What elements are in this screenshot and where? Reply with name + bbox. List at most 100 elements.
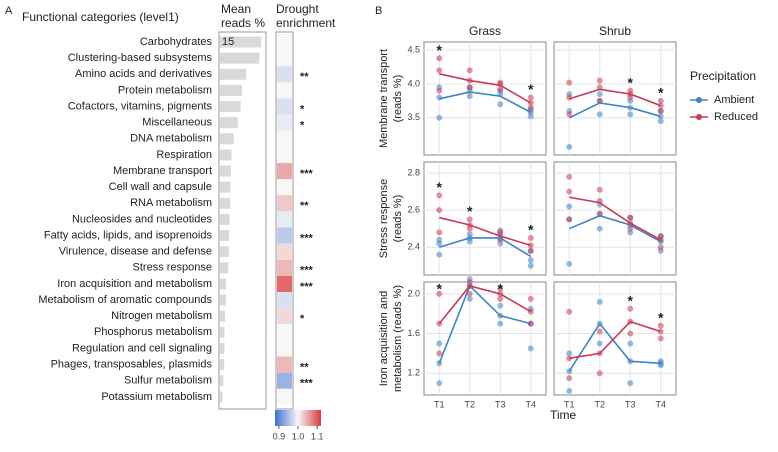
replicate-point xyxy=(596,370,603,377)
bar xyxy=(220,342,225,354)
category-label: Virulence, disease and defense xyxy=(59,246,212,258)
heat-cell xyxy=(277,179,292,196)
facet-title: Grass xyxy=(469,24,501,38)
mean-line xyxy=(439,237,532,258)
facet-panel xyxy=(553,161,677,276)
x-tick-label: T2 xyxy=(464,399,475,409)
legend-title: Precipitation xyxy=(690,69,756,83)
category-label: Miscellaneous xyxy=(142,117,212,129)
category-label: Respiration xyxy=(156,149,212,161)
heat-cell xyxy=(277,211,292,228)
replicate-point xyxy=(657,322,664,329)
significance: ** xyxy=(300,71,309,83)
panel-letter: A xyxy=(5,5,13,17)
heat-cell xyxy=(277,50,292,67)
y-tick-label: 1.6 xyxy=(407,328,420,338)
bar-value-label: 15 xyxy=(222,36,234,48)
category-label: Amino acids and derivatives xyxy=(75,68,212,80)
facet-panel xyxy=(423,281,547,396)
replicate-point xyxy=(566,111,573,118)
significance: *** xyxy=(300,265,314,277)
significance: *** xyxy=(300,378,314,390)
replicate-point xyxy=(497,302,504,309)
category-label: Phages, transposables, plasmids xyxy=(51,359,213,371)
bar xyxy=(220,310,225,322)
replicate-point xyxy=(497,295,504,302)
replicate-point xyxy=(566,203,573,210)
bar xyxy=(220,197,231,209)
significance: * xyxy=(467,203,473,219)
colorbar xyxy=(275,410,321,426)
heat-cell xyxy=(277,82,292,99)
replicate-point xyxy=(436,55,443,62)
legend-label: Ambient xyxy=(714,94,754,106)
category-label: Sulfur metabolism xyxy=(124,375,212,387)
mean-line xyxy=(568,102,661,119)
replicate-point xyxy=(527,262,534,269)
significance: * xyxy=(658,85,664,101)
category-label: Cofactors, vitamins, pigments xyxy=(68,100,213,112)
x-axis-label: Time xyxy=(550,408,577,422)
category-label: Cell wall and capsule xyxy=(109,181,212,193)
heat-cell xyxy=(277,227,292,244)
replicate-point xyxy=(436,192,443,199)
category-label: Fatty acids, lipids, and isoprenoids xyxy=(44,229,213,241)
replicate-point xyxy=(627,305,634,312)
bar-header: Mean xyxy=(221,2,251,16)
replicate-point xyxy=(436,290,443,297)
replicate-point xyxy=(657,108,664,115)
heat-cell xyxy=(277,243,292,260)
category-label: Protein metabolism xyxy=(118,84,212,96)
significance: * xyxy=(437,179,443,195)
replicate-point xyxy=(436,67,443,74)
replicate-point xyxy=(436,94,443,101)
facet-panel xyxy=(553,41,677,156)
replicate-point xyxy=(436,114,443,121)
heat-cell xyxy=(277,372,292,389)
x-tick-label: T1 xyxy=(434,399,445,409)
replicate-point xyxy=(596,225,603,232)
bar xyxy=(220,213,230,225)
category-label: Metabolism of aromatic compounds xyxy=(38,294,212,306)
replicate-point xyxy=(436,340,443,347)
x-tick-label: T4 xyxy=(525,399,536,409)
replicate-point xyxy=(627,225,634,232)
heat-cell xyxy=(277,292,292,309)
replicate-point xyxy=(436,229,443,236)
category-label: Carbohydrates xyxy=(140,36,213,48)
replicate-point xyxy=(466,67,473,74)
replicate-point xyxy=(657,118,664,125)
facet-title: Shrub xyxy=(599,24,631,38)
heat-cell xyxy=(277,308,292,325)
replicate-point xyxy=(497,86,504,93)
significance: * xyxy=(437,281,443,297)
mean-line xyxy=(568,214,662,243)
bar xyxy=(220,246,229,258)
replicate-point xyxy=(527,257,534,264)
significance: ** xyxy=(300,200,309,212)
replicate-point xyxy=(436,236,443,243)
heat-cell xyxy=(277,114,292,131)
significance: ** xyxy=(300,362,309,374)
replicate-point xyxy=(657,335,664,342)
y-tick-label: 2.6 xyxy=(407,205,420,215)
colorbar-tick-label: 1.1 xyxy=(311,431,324,441)
heat-cell xyxy=(277,259,292,276)
replicate-point xyxy=(627,87,634,94)
replicate-point xyxy=(466,216,473,223)
chart-title: Functional categories (level1) xyxy=(22,10,179,24)
heat-cell xyxy=(277,356,292,373)
replicate-point xyxy=(497,320,504,327)
category-label: Stress response xyxy=(133,262,212,274)
mean-line xyxy=(569,88,662,107)
replicate-point xyxy=(497,101,504,108)
replicate-point xyxy=(436,87,443,94)
replicate-point xyxy=(596,328,603,335)
significance: * xyxy=(628,292,634,308)
significance: * xyxy=(300,103,305,115)
mean-line xyxy=(568,322,661,372)
significance: * xyxy=(628,74,634,90)
category-label: Phosphorus metabolism xyxy=(94,326,212,338)
replicate-point xyxy=(566,143,573,150)
